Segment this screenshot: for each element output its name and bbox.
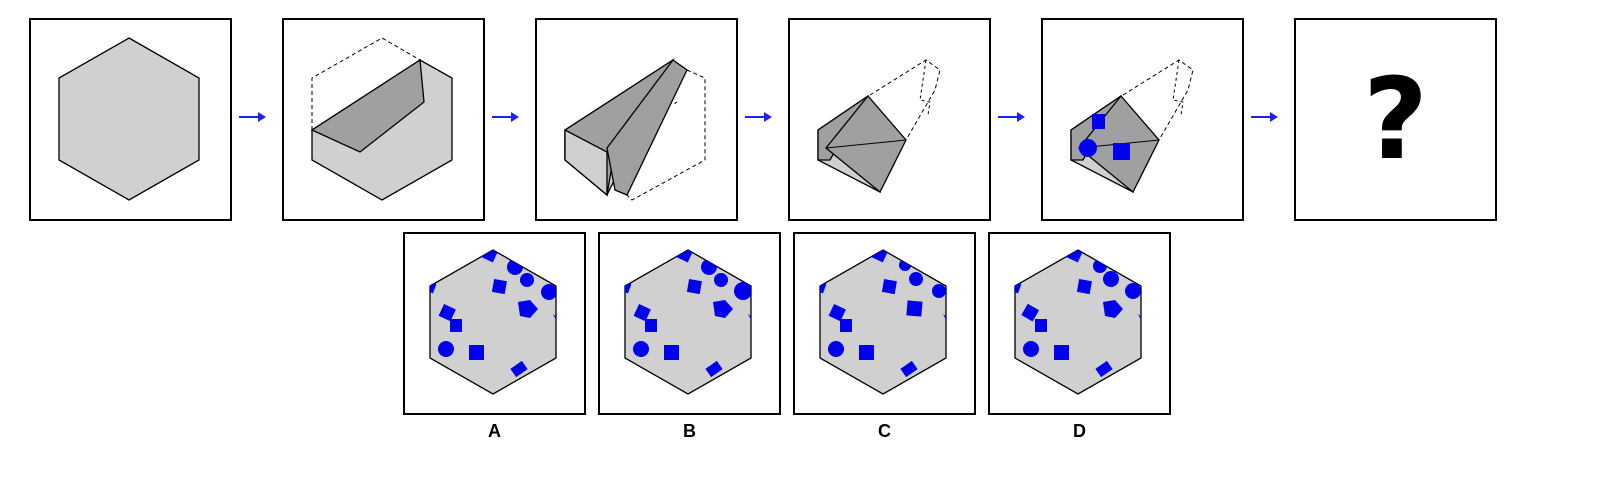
step-5-panel [1041,18,1244,221]
option-c-label[interactable]: C [878,421,891,441]
step-1-panel [29,18,232,221]
arrow-icon [745,112,772,122]
option-d-diagram [1014,249,1142,395]
step-2-panel [282,18,485,221]
option-b-panel[interactable] [598,232,781,415]
option-a-panel[interactable] [403,232,586,415]
question-mark: ? [1363,54,1428,185]
step-3-panel [535,18,738,221]
step-6-panel: ? [1294,18,1497,221]
option-a-label[interactable]: A [488,421,501,441]
arrow-icon [239,112,266,122]
arrow-icon [998,112,1025,122]
option-c-panel[interactable] [793,232,976,415]
option-d-label[interactable]: D [1073,421,1086,441]
flat-hexagon [58,37,200,201]
square-hole [1092,114,1105,129]
arrow-icon [492,112,519,122]
third-fold-diagram [817,59,941,194]
first-fold-diagram [310,37,453,201]
square-hole [1113,143,1130,160]
circle-hole [1079,139,1097,157]
option-c-diagram [819,249,947,395]
arrow-icon [1251,112,1278,122]
step-4-panel [788,18,991,221]
option-b-diagram [624,249,752,395]
option-b-label[interactable]: B [683,421,696,441]
punched-diagram [1070,59,1194,194]
option-a-diagram [429,249,557,395]
second-fold-diagram [564,58,706,201]
option-d-panel[interactable] [988,232,1171,415]
